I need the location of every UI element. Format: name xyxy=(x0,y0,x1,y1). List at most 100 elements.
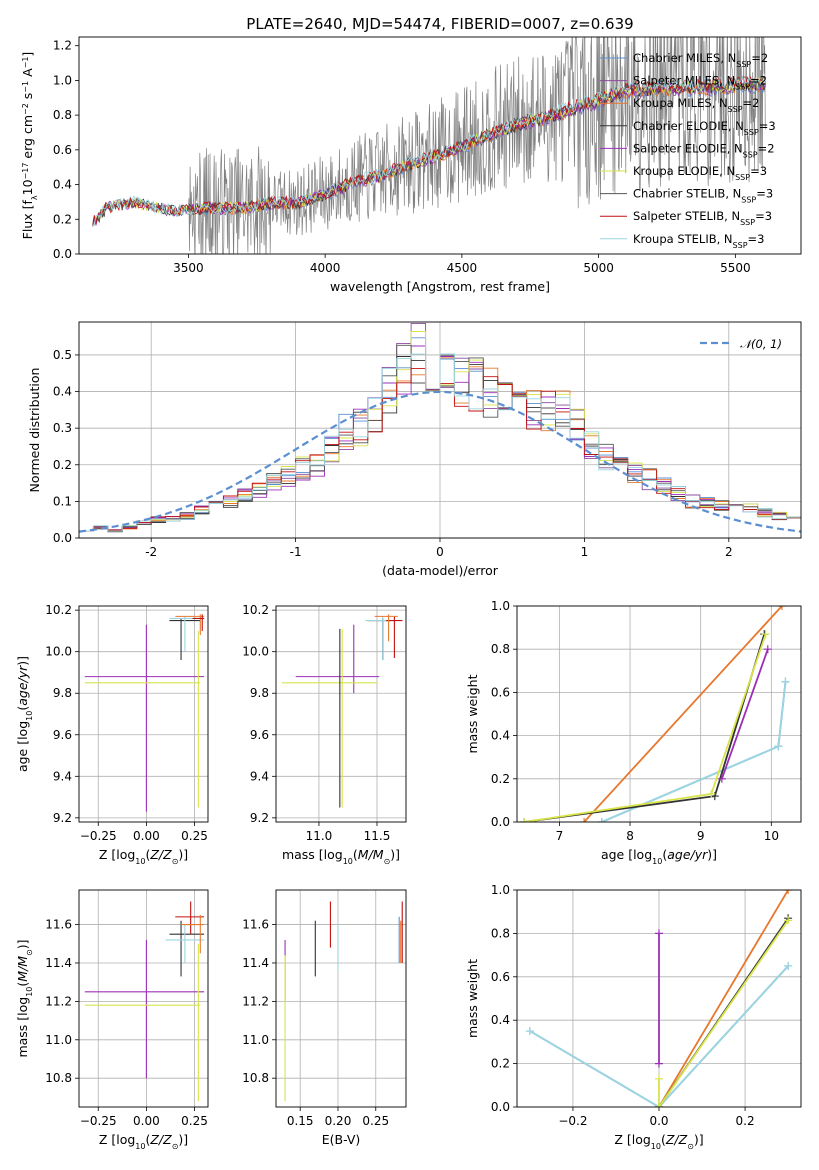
weight-line-krou_miles xyxy=(658,890,789,1107)
weight-marker-krou_miles xyxy=(777,606,786,610)
x-tick-label: −0.25 xyxy=(80,1114,117,1128)
x-tick-label: 0.00 xyxy=(133,829,160,843)
x-tick-label: 10 xyxy=(764,829,779,843)
y-tick-label: 0.6 xyxy=(491,685,510,699)
x-tick-label: 1 xyxy=(581,545,589,559)
weight-marker-krou_elodie xyxy=(761,630,770,639)
mass-weight-vs-age-panel: 7 8 9 10 0.0 0.2 0.4 0.6 0.8 1.0 age [log10(age/yr… xyxy=(465,599,802,866)
y-tick-label: 0.5 xyxy=(53,348,72,362)
weight-marker-salp_elodie xyxy=(763,645,772,654)
mass-vs-extinction-panel: 0.15 0.20 0.25 10.8 11.0 11.2 11.4 11.6 E(B-V) xyxy=(242,889,407,1147)
plot-area xyxy=(79,322,801,533)
weight-marker-krou_elodie xyxy=(520,818,529,822)
y-tick-label: 11.2 xyxy=(45,994,72,1008)
weight-marker-salp_elodie xyxy=(655,1059,663,1068)
legend-label-salp_elodie: Salpeter ELODIE, NSSP=2 xyxy=(633,141,775,159)
plot-area xyxy=(84,614,205,812)
spectrum-panel: 3500 4000 4500 5000 5500 0.0 0.2 0.4 0.6 0.8 1.0 1.… xyxy=(20,36,802,294)
x-axis-label: E(B-V) xyxy=(322,1132,361,1147)
x-tick-label: 7 xyxy=(556,829,564,843)
plot-area xyxy=(92,37,766,254)
axes-frame xyxy=(275,889,407,1108)
y-tick-label: 0.6 xyxy=(491,970,510,984)
weight-line-krou_stelib xyxy=(529,965,789,1107)
x-tick-label: 0.00 xyxy=(133,1114,160,1128)
x-tick-label: 4000 xyxy=(310,261,341,275)
y-tick-label: 1.2 xyxy=(53,39,72,53)
y-tick-label: 0.0 xyxy=(491,1100,510,1114)
weight-marker-salp_elodie xyxy=(717,774,726,783)
y-tick-label: 11.0 xyxy=(45,1033,72,1047)
y-tick-label: 9.8 xyxy=(250,686,269,700)
age-vs-metallicity-panel: −0.25 0.00 0.25 9.2 9.4 9.6 9.8 10.0 10.2 Z [log1… xyxy=(15,603,209,866)
weight-marker-krou_elodie xyxy=(784,916,793,925)
y-tick-label: 11.4 xyxy=(45,956,72,970)
y-tick-label: 9.4 xyxy=(250,769,269,783)
y-tick-label: 0.2 xyxy=(53,212,72,226)
y-tick-label: 0.8 xyxy=(53,108,72,122)
axes-frame xyxy=(275,605,407,823)
observed-spectrum-line xyxy=(92,37,766,254)
y-tick-label: 1.0 xyxy=(491,599,510,613)
y-axis-label: age [log10(age/yr)] xyxy=(15,656,34,772)
y-tick-label: 11.6 xyxy=(45,918,72,932)
y-tick-label: 10.2 xyxy=(242,603,269,617)
weight-marker-krou_stelib xyxy=(597,818,606,822)
x-tick-label: 5000 xyxy=(583,261,614,275)
weight-marker-krou_stelib xyxy=(774,742,783,751)
model-spectrum-krou_stelib xyxy=(92,75,766,227)
x-axis-label: mass [log10(M/M⊙)] xyxy=(282,847,400,866)
plot-area xyxy=(281,614,403,808)
weight-marker-krou_elodie xyxy=(655,1074,663,1083)
axes-frame xyxy=(78,36,802,255)
y-tick-label: 10.0 xyxy=(242,645,269,659)
x-axis-label: Z [log10(Z/Z⊙)] xyxy=(99,1132,188,1151)
x-tick-label: −0.25 xyxy=(80,829,117,843)
x-tick-label: -2 xyxy=(145,545,157,559)
legend-label-salp_miles: Salpeter MILES, NSSP=2 xyxy=(633,74,767,92)
y-tick-label: 11.6 xyxy=(242,918,269,932)
x-axis-label: wavelength [Angstrom, rest frame] xyxy=(330,279,550,294)
axes-frame xyxy=(78,321,802,539)
x-tick-label: 3500 xyxy=(173,261,204,275)
weight-marker-krou_stelib xyxy=(784,961,793,970)
x-tick-label: 0.25 xyxy=(362,1114,389,1128)
y-tick-label: 10.8 xyxy=(45,1071,72,1085)
legend-label-normal: 𝒩(0, 1) xyxy=(740,337,782,351)
y-tick-label: 0.8 xyxy=(491,642,510,656)
y-axis-label: Normed distribution xyxy=(27,368,42,493)
weight-marker-krou_elodie xyxy=(707,789,716,798)
weight-marker-krou_miles xyxy=(580,818,589,822)
y-tick-label: 0.4 xyxy=(491,1013,510,1027)
x-tick-label: 0.2 xyxy=(736,1114,755,1128)
x-tick-label: 4500 xyxy=(447,261,478,275)
y-tick-label: 10.0 xyxy=(45,645,72,659)
y-axis-label: mass [log10(M/M⊙)] xyxy=(15,939,34,1057)
x-tick-label: 11.0 xyxy=(306,829,333,843)
x-tick-label: 0.25 xyxy=(181,1114,208,1128)
x-tick-label: 2 xyxy=(725,545,733,559)
weight-marker-krou_stelib xyxy=(525,1027,534,1036)
y-tick-label: 0.3 xyxy=(53,421,72,435)
normal-distribution-curve xyxy=(79,390,801,533)
x-tick-label: −0.2 xyxy=(558,1114,587,1128)
x-tick-label: 9 xyxy=(697,829,705,843)
x-tick-label: 5500 xyxy=(720,261,751,275)
weight-line-krou_miles xyxy=(583,606,783,822)
x-tick-label: 8 xyxy=(626,829,634,843)
weight-marker-krou_miles xyxy=(784,890,793,894)
y-tick-label: 0.1 xyxy=(53,494,72,508)
age-vs-mass-panel: 11.0 11.5 9.2 9.4 9.6 9.8 10.0 10.2 mass [log10(… xyxy=(242,603,407,866)
residual-histogram-krou_stelib xyxy=(79,353,801,532)
plot-area xyxy=(284,901,403,1102)
x-tick-label: 0.15 xyxy=(287,1114,314,1128)
weight-line-krou_elodie xyxy=(658,919,789,1107)
legend-label-chab_elodie: Chabrier ELODIE, NSSP=3 xyxy=(633,119,776,137)
y-tick-label: 0.4 xyxy=(491,729,510,743)
y-tick-label: 0.2 xyxy=(491,772,510,786)
plot-area xyxy=(84,901,205,1102)
x-tick-label: 11.5 xyxy=(364,829,391,843)
y-tick-label: 11.0 xyxy=(242,1033,269,1047)
x-tick-label: -1 xyxy=(290,545,302,559)
y-tick-label: 10.8 xyxy=(242,1071,269,1085)
